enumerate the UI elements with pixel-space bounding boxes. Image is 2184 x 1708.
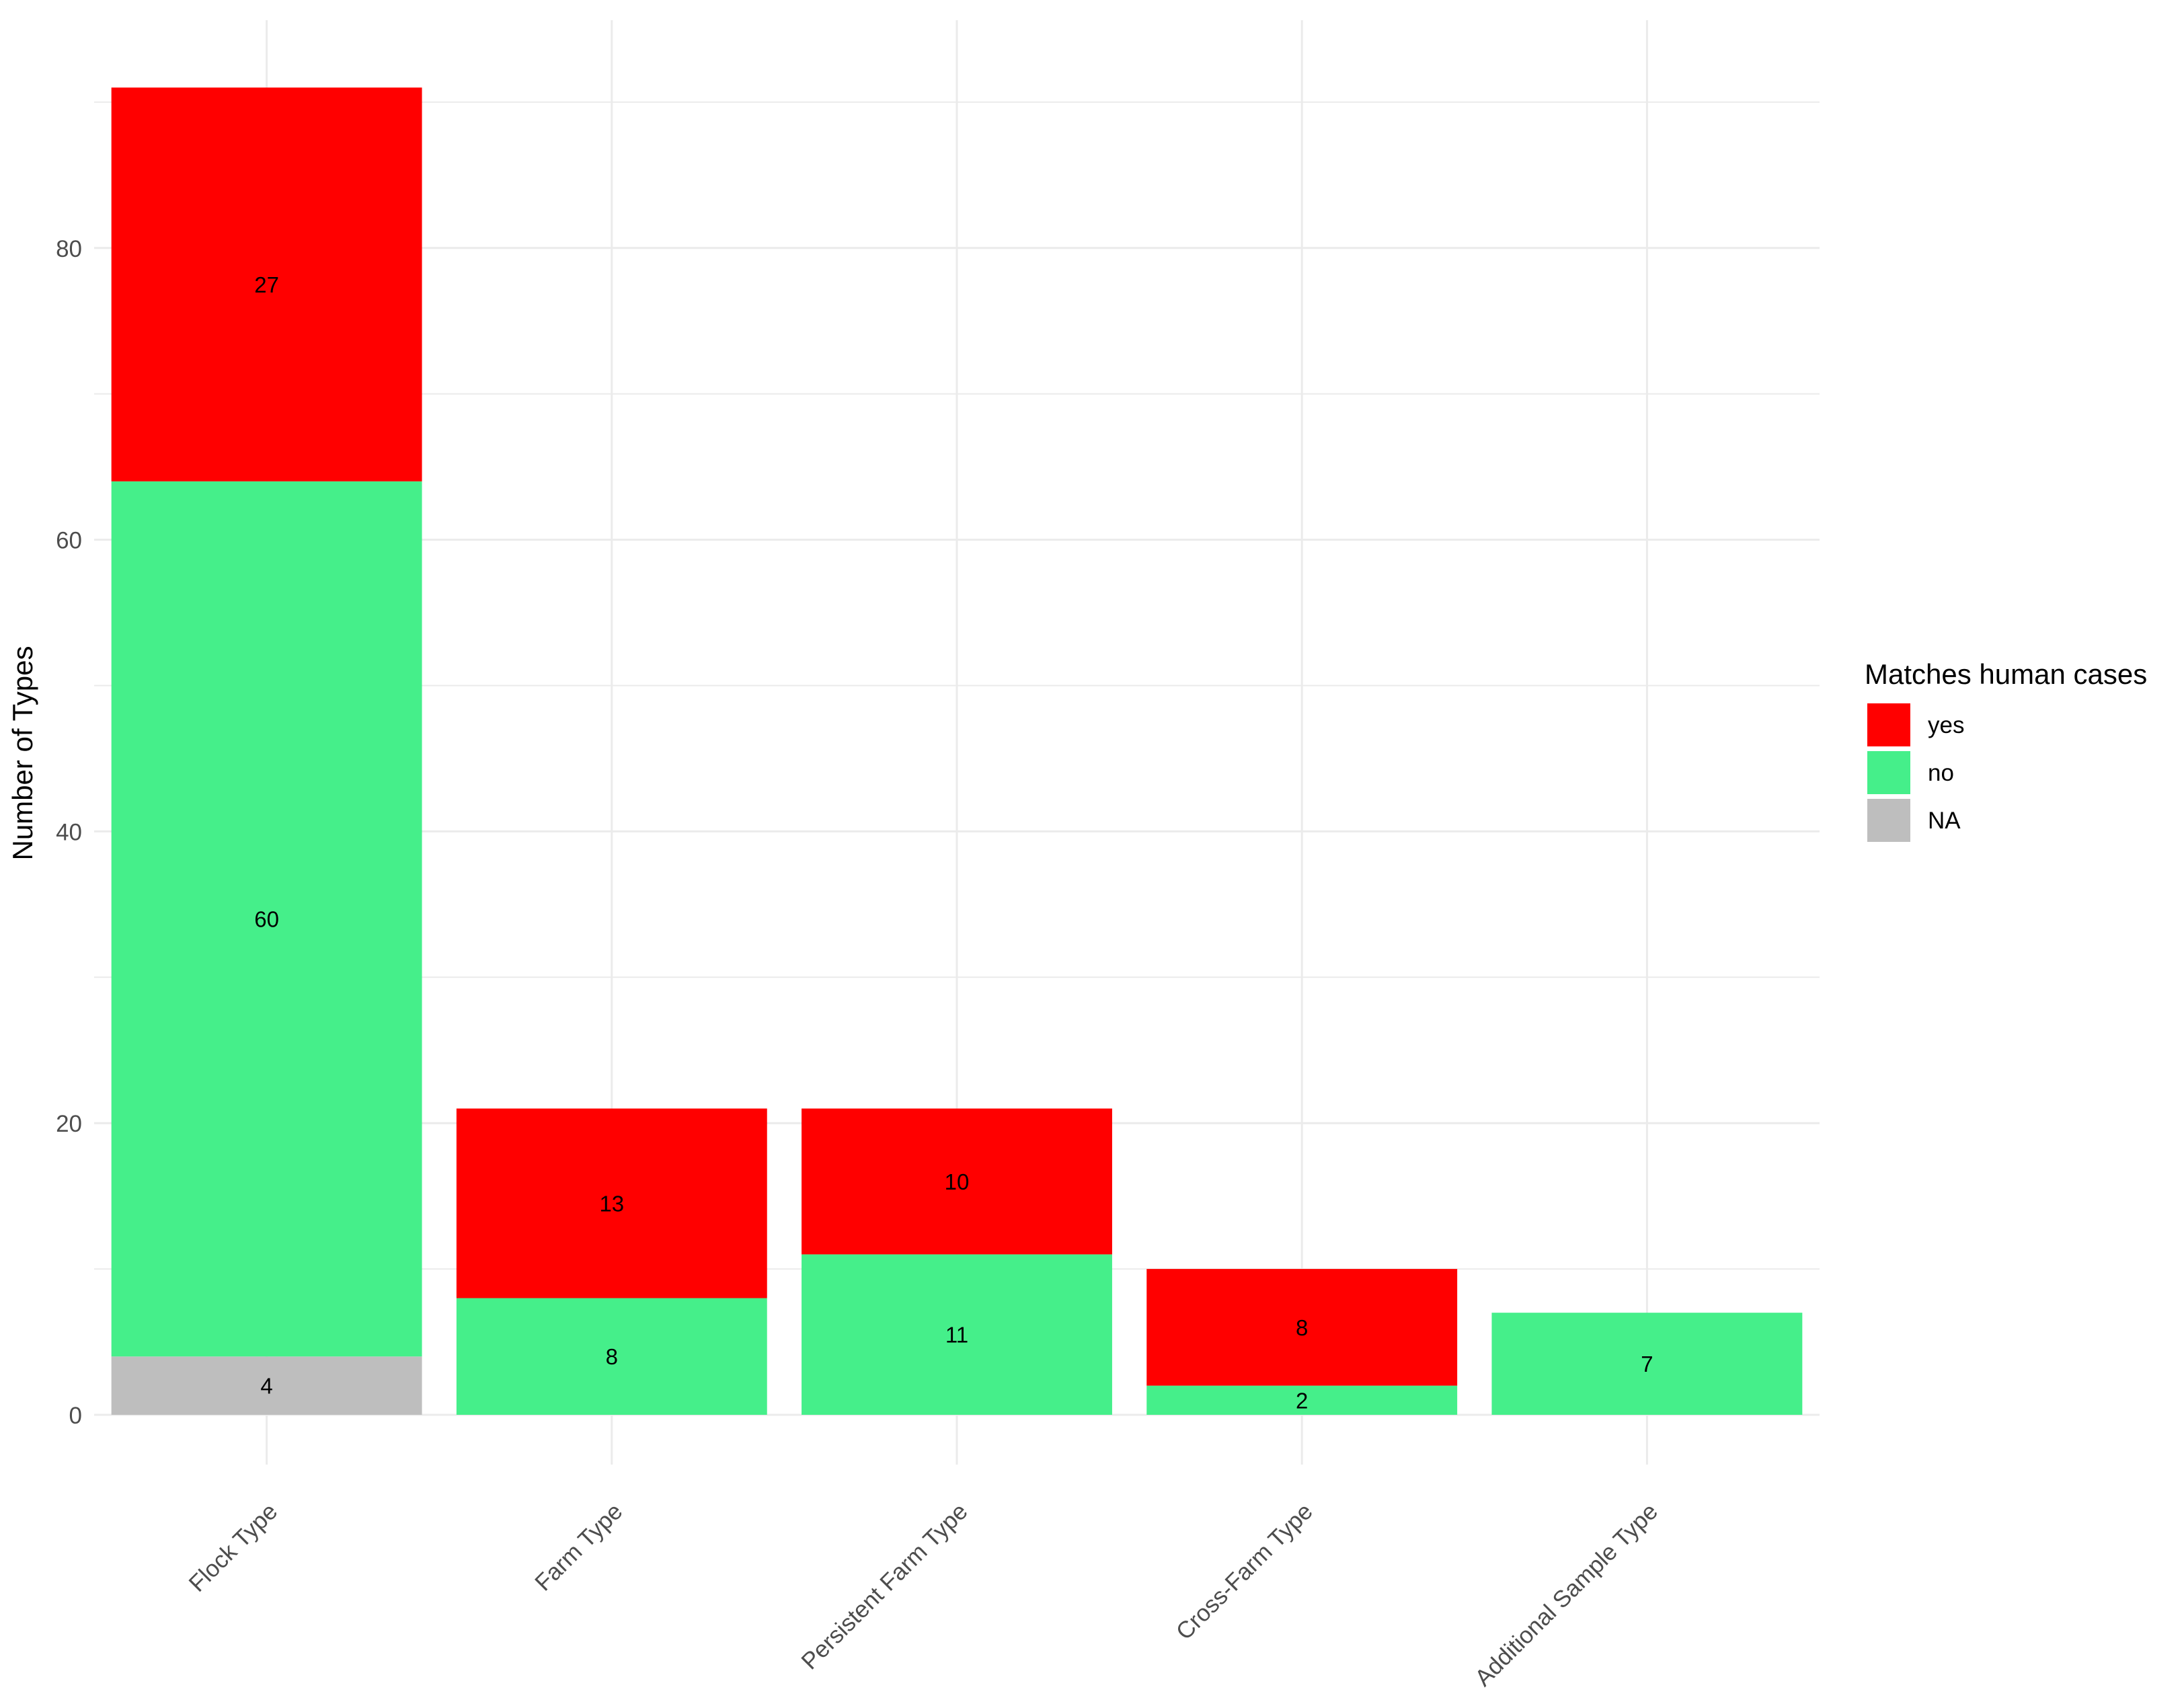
bar-flock-type-yes xyxy=(111,87,422,481)
value-label-persistent-farm-type-yes: 10 xyxy=(945,1169,970,1194)
bar-persistent-farm-type-no xyxy=(802,1254,1112,1415)
y-tick-label-60: 60 xyxy=(56,528,82,554)
bar-persistent-farm-type-yes xyxy=(802,1108,1112,1255)
legend-title: Matches human cases xyxy=(1865,658,2147,690)
legend-key-no xyxy=(1867,751,1910,794)
y-tick-label-40: 40 xyxy=(56,819,82,845)
value-label-layer: 4 60 27 8 13 11 10 2 8 7 xyxy=(254,272,1653,1413)
y-tick-label-20: 20 xyxy=(56,1111,82,1137)
bar-additional-sample-type-no xyxy=(1491,1313,1803,1415)
legend: Matches human cases yes no NA xyxy=(1865,658,2147,842)
bar-flock-type-na xyxy=(111,1356,422,1415)
value-label-flock-type-no: 60 xyxy=(254,907,279,932)
legend-label-yes: yes xyxy=(1928,712,1964,738)
bar-cross-farm-type-yes xyxy=(1146,1269,1458,1386)
value-label-flock-type-na: 4 xyxy=(260,1374,272,1399)
value-label-flock-type-yes: 27 xyxy=(254,272,279,297)
legend-items: yes no NA xyxy=(1867,703,1964,842)
legend-key-na xyxy=(1867,799,1910,842)
y-tick-label-80: 80 xyxy=(56,236,82,262)
legend-label-na: NA xyxy=(1928,808,1961,834)
bar-farm-type-no xyxy=(456,1298,767,1415)
bar-layer xyxy=(111,87,1803,1415)
legend-key-yes xyxy=(1867,703,1910,746)
bar-farm-type-yes xyxy=(456,1108,767,1298)
y-axis-title: Number of Types xyxy=(7,646,38,860)
value-label-farm-type-no: 8 xyxy=(606,1344,618,1369)
value-label-farm-type-yes: 13 xyxy=(599,1191,624,1216)
value-label-cross-farm-type-yes: 8 xyxy=(1296,1315,1308,1340)
legend-label-no: no xyxy=(1928,760,1954,786)
bar-cross-farm-type-no xyxy=(1146,1385,1458,1415)
value-label-cross-farm-type-no: 2 xyxy=(1296,1388,1308,1413)
bar-flock-type-no xyxy=(111,481,422,1357)
value-label-additional-sample-type-no: 7 xyxy=(1641,1352,1653,1376)
value-label-persistent-farm-type-no: 11 xyxy=(945,1323,968,1348)
y-tick-label-0: 0 xyxy=(69,1403,82,1429)
